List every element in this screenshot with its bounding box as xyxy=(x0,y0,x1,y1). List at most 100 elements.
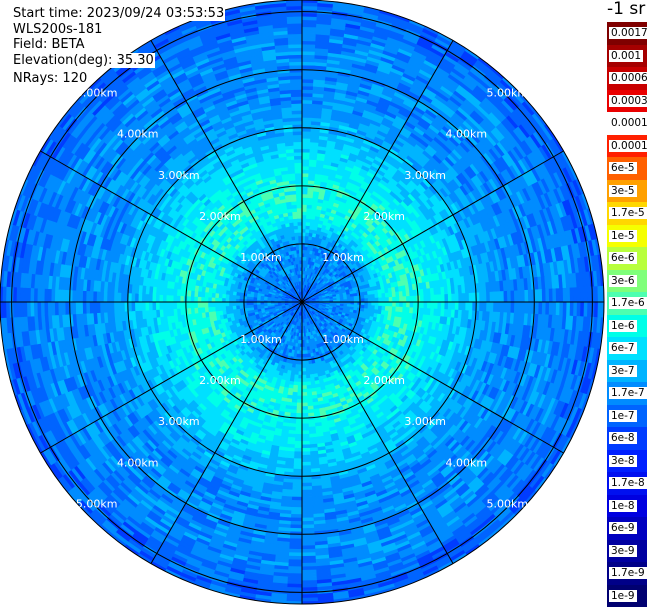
data-gate xyxy=(364,298,369,303)
data-gate xyxy=(517,301,522,314)
data-gate xyxy=(423,301,428,309)
data-gate xyxy=(524,301,529,315)
data-gate xyxy=(493,301,498,313)
data-gate xyxy=(301,117,312,122)
data-gate xyxy=(301,158,310,164)
data-gate xyxy=(513,301,519,314)
data-gate xyxy=(301,193,308,198)
data-gate xyxy=(496,291,501,303)
data-gate xyxy=(465,292,470,303)
data-gate xyxy=(301,207,308,212)
data-gate xyxy=(301,232,306,237)
data-gate xyxy=(447,293,453,303)
data-gate xyxy=(367,301,372,306)
data-gate xyxy=(409,301,414,309)
data-gate xyxy=(399,301,404,308)
data-gate xyxy=(413,295,418,303)
data-gate xyxy=(444,301,449,310)
data-gate xyxy=(374,297,379,303)
data-gate xyxy=(430,301,435,310)
data-gate xyxy=(388,301,393,308)
data-gate xyxy=(305,225,311,230)
data-gate xyxy=(420,301,425,309)
data-gate xyxy=(385,297,390,303)
data-gate xyxy=(301,99,313,104)
data-gate xyxy=(486,301,491,313)
data-gate xyxy=(301,96,314,101)
data-gate xyxy=(385,301,390,307)
data-gate xyxy=(500,291,505,303)
data-gate xyxy=(301,221,307,226)
data-gate xyxy=(301,172,310,178)
data-gate xyxy=(458,293,463,303)
data-gate xyxy=(301,134,312,139)
data-gate xyxy=(360,295,365,300)
data-gate xyxy=(301,228,307,233)
data-gate xyxy=(301,197,308,202)
data-gate xyxy=(364,301,369,306)
data-gate xyxy=(374,293,379,299)
data-gate xyxy=(301,113,313,118)
data-gate xyxy=(301,120,312,125)
data-gate xyxy=(301,82,314,87)
data-gate xyxy=(406,296,411,303)
data-gate xyxy=(301,225,307,230)
data-gate xyxy=(426,294,432,303)
data-gate xyxy=(301,78,314,84)
data-gate xyxy=(402,296,407,303)
data-gate xyxy=(301,204,308,209)
data-gate xyxy=(520,290,526,303)
data-gate xyxy=(301,110,313,115)
data-gate xyxy=(395,296,400,303)
data-gate xyxy=(378,301,383,307)
data-gate xyxy=(461,301,467,311)
data-gate xyxy=(507,301,512,314)
data-gate xyxy=(440,294,446,303)
data-gate xyxy=(496,301,501,313)
data-gate xyxy=(301,200,308,205)
data-gate xyxy=(465,301,470,312)
data-gate xyxy=(406,301,411,308)
data-gate xyxy=(301,211,308,216)
data-gate xyxy=(301,183,309,188)
data-gate xyxy=(381,297,386,303)
data-gate xyxy=(301,75,315,80)
data-gate xyxy=(367,298,372,303)
data-gate xyxy=(527,301,533,315)
data-gate xyxy=(507,290,512,303)
data-gate xyxy=(493,291,498,303)
data-gate xyxy=(444,294,449,303)
data-gate xyxy=(482,292,487,303)
data-gate xyxy=(454,293,460,303)
data-gate xyxy=(301,218,307,223)
data-gate xyxy=(461,293,467,303)
data-gate xyxy=(301,155,310,160)
data-gate xyxy=(479,292,484,303)
data-gate xyxy=(301,106,313,111)
data-gate xyxy=(374,301,379,307)
data-gate xyxy=(367,294,372,299)
data-gate xyxy=(301,165,310,171)
data-gate xyxy=(451,293,456,303)
data-gate xyxy=(371,301,376,307)
data-gate xyxy=(301,92,314,97)
data-gate xyxy=(388,296,393,303)
data-gate xyxy=(392,296,397,303)
data-gate xyxy=(482,301,487,312)
data-gate xyxy=(513,290,519,303)
data-gate xyxy=(458,301,463,311)
data-gate xyxy=(301,141,311,146)
data-gate xyxy=(402,301,407,308)
data-gate xyxy=(486,291,491,303)
data-gate xyxy=(301,169,310,174)
data-gate xyxy=(420,295,425,303)
data-gate xyxy=(301,190,309,195)
data-gate xyxy=(353,295,359,300)
data-gate xyxy=(301,162,310,167)
data-gate xyxy=(370,294,376,299)
data-gate xyxy=(503,301,508,314)
data-gate xyxy=(433,294,439,303)
data-gate xyxy=(423,295,428,303)
